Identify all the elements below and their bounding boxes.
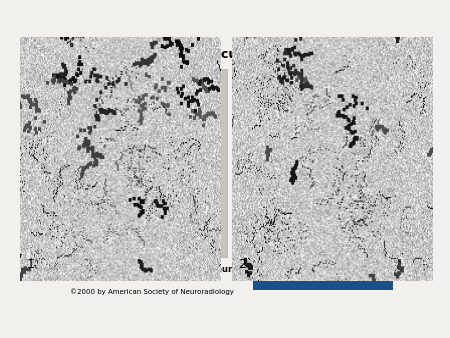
Text: Hypervascular tumor.: Hypervascular tumor. — [155, 48, 306, 62]
Text: AJNR: AJNR — [291, 252, 356, 276]
FancyBboxPatch shape — [253, 250, 393, 290]
Text: Kira L. Chow et al. AJNR Am J Neuroradiol 2000;21:471-478: Kira L. Chow et al. AJNR Am J Neuroradio… — [70, 265, 349, 274]
Text: 2: 2 — [238, 258, 246, 271]
Text: ©2000 by American Society of Neuroradiology: ©2000 by American Society of Neuroradiol… — [70, 288, 234, 295]
Text: 1: 1 — [26, 258, 34, 271]
FancyBboxPatch shape — [72, 69, 227, 257]
FancyBboxPatch shape — [236, 69, 391, 257]
Text: AMERICAN JOURNAL OF NEURORADIOLOGY: AMERICAN JOURNAL OF NEURORADIOLOGY — [277, 276, 369, 280]
